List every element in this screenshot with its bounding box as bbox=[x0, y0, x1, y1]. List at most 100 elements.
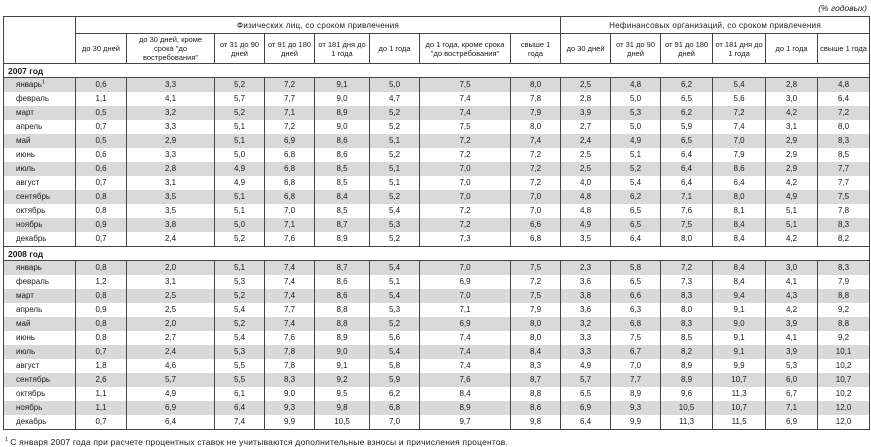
cell-value: 7,4 bbox=[419, 359, 511, 373]
month-label: декабрь bbox=[3, 415, 76, 430]
cell-value: 8,0 bbox=[660, 303, 714, 317]
column-header: до 1 года bbox=[765, 33, 819, 64]
cell-value: 5,3 bbox=[369, 218, 420, 232]
cell-value: 6,8 bbox=[264, 162, 315, 176]
cell-value: 7,7 bbox=[817, 176, 871, 190]
cell-value: 7,2 bbox=[509, 176, 562, 190]
cell-value: 6,4 bbox=[660, 162, 714, 176]
cell-value: 8,0 bbox=[660, 232, 714, 247]
table-row: февраль 1,2 3,1 5,3 7,4 8,6 5,1 6,9 7,2 3,6 6,5 7,3… bbox=[3, 275, 871, 289]
cell-value: 8,9 bbox=[660, 373, 714, 387]
cell-value: 5,4 bbox=[214, 331, 265, 345]
month-label: июль bbox=[3, 162, 76, 176]
cell-value: 9,0 bbox=[712, 317, 767, 331]
cell-value: 10,7 bbox=[712, 373, 767, 387]
cell-value: 8,4 bbox=[509, 345, 562, 359]
cell-value: 7,2 bbox=[509, 275, 562, 289]
cell-value: 9,1 bbox=[712, 303, 767, 317]
cell-value: 4,8 bbox=[817, 77, 871, 92]
cell-value: 6,7 bbox=[610, 345, 662, 359]
cell-value: 2,8 bbox=[560, 92, 612, 106]
cell-value: 2,4 bbox=[126, 232, 215, 247]
cell-value: 6,4 bbox=[214, 401, 265, 415]
interest-rates-table: Физических лиц, со сроком привлечения Неф… bbox=[3, 16, 871, 430]
month-label: сентябрь bbox=[3, 373, 76, 387]
cell-value: 4,2 bbox=[765, 303, 819, 317]
cell-value: 2,0 bbox=[126, 317, 215, 331]
cell-value: 7,0 bbox=[419, 289, 511, 303]
cell-value: 0,9 bbox=[75, 218, 127, 232]
cell-value: 7,6 bbox=[264, 232, 315, 247]
cell-value: 0,7 bbox=[75, 345, 127, 359]
cell-value: 7,4 bbox=[264, 260, 315, 275]
cell-value: 7,2 bbox=[419, 204, 511, 218]
column-header: от 181 дня до 1 года bbox=[712, 33, 767, 64]
cell-value: 6,1 bbox=[214, 387, 265, 401]
cell-value: 4,2 bbox=[765, 232, 819, 247]
cell-value: 6,4 bbox=[126, 415, 215, 430]
cell-value: 4,2 bbox=[765, 176, 819, 190]
cell-value: 6,8 bbox=[264, 148, 315, 162]
cell-value: 6,5 bbox=[560, 387, 612, 401]
cell-value: 0,8 bbox=[75, 289, 127, 303]
cell-value: 4,2 bbox=[765, 106, 819, 120]
cell-value: 4,9 bbox=[214, 162, 265, 176]
cell-value: 7,4 bbox=[419, 106, 511, 120]
cell-value: 8,4 bbox=[712, 218, 767, 232]
cell-value: 6,6 bbox=[610, 289, 662, 303]
cell-value: 9,6 bbox=[660, 387, 714, 401]
cell-value: 1,8 bbox=[75, 359, 127, 373]
cell-value: 6,4 bbox=[817, 92, 871, 106]
cell-value: 4,9 bbox=[560, 218, 612, 232]
month-label: апрель bbox=[3, 303, 76, 317]
column-header: до 1 года bbox=[369, 33, 420, 64]
month-label: май bbox=[3, 317, 76, 331]
footnote-marker: 1 bbox=[5, 437, 9, 444]
cell-value: 6,2 bbox=[369, 387, 420, 401]
cell-value: 5,4 bbox=[369, 345, 420, 359]
cell-value: 0,8 bbox=[75, 317, 127, 331]
cell-value: 0,7 bbox=[75, 232, 127, 247]
cell-value: 11,5 bbox=[712, 415, 767, 430]
cell-value: 7,2 bbox=[509, 162, 562, 176]
cell-value: 7,9 bbox=[817, 275, 871, 289]
cell-value: 6,9 bbox=[264, 134, 315, 148]
cell-value: 7,2 bbox=[509, 148, 562, 162]
cell-value: 7,8 bbox=[509, 92, 562, 106]
cell-value: 9,9 bbox=[610, 415, 662, 430]
table-row: август 1,8 4,6 5,5 7,8 9,1 5,8 7,4 8,3 4,9 7,0 8,9 9… bbox=[3, 359, 871, 373]
table-row: июль 0,6 2,8 4,9 6,8 8,5 5,1 7,0 7,2 2,5 5,2 6,4 8,6… bbox=[3, 162, 871, 176]
cell-value: 7,8 bbox=[264, 345, 315, 359]
cell-value: 8,8 bbox=[509, 387, 562, 401]
cell-value: 4,9 bbox=[765, 190, 819, 204]
column-header: до 30 дней bbox=[75, 33, 127, 64]
cell-value: 10,1 bbox=[817, 345, 871, 359]
cell-value: 6,5 bbox=[610, 204, 662, 218]
cell-value: 7,5 bbox=[419, 77, 511, 92]
cell-value: 6,5 bbox=[610, 275, 662, 289]
cell-value: 9,1 bbox=[712, 345, 767, 359]
cell-value: 6,4 bbox=[712, 176, 767, 190]
cell-value: 7,4 bbox=[264, 289, 315, 303]
cell-value: 3,6 bbox=[560, 275, 612, 289]
cell-value: 7,4 bbox=[712, 120, 767, 134]
table-row: апрель 0,7 3,3 5,1 7,2 9,0 5,2 7,5 8,0 2,7 5,0 5,9 7… bbox=[3, 120, 871, 134]
cell-value: 7,2 bbox=[264, 77, 315, 92]
cell-value: 9,0 bbox=[314, 120, 370, 134]
cell-value: 3,2 bbox=[126, 106, 215, 120]
cell-value: 7,4 bbox=[264, 275, 315, 289]
cell-value: 4,8 bbox=[560, 190, 612, 204]
column-header: от 91 до 180 дней bbox=[264, 33, 315, 64]
cell-value: 7,2 bbox=[712, 106, 767, 120]
cell-value: 7,9 bbox=[509, 106, 562, 120]
cell-value: 5,1 bbox=[214, 120, 265, 134]
table-row: март 0,5 3,2 5,2 7,1 8,9 5,2 7,4 7,9 3,9 5,3 6,2 7,2… bbox=[3, 106, 871, 120]
cell-value: 7,7 bbox=[264, 92, 315, 106]
cell-value: 5,4 bbox=[369, 289, 420, 303]
cell-value: 7,6 bbox=[264, 331, 315, 345]
cell-value: 0,7 bbox=[75, 120, 127, 134]
cell-value: 6,5 bbox=[660, 134, 714, 148]
cell-value: 1,2 bbox=[75, 275, 127, 289]
cell-value: 5,2 bbox=[369, 232, 420, 247]
